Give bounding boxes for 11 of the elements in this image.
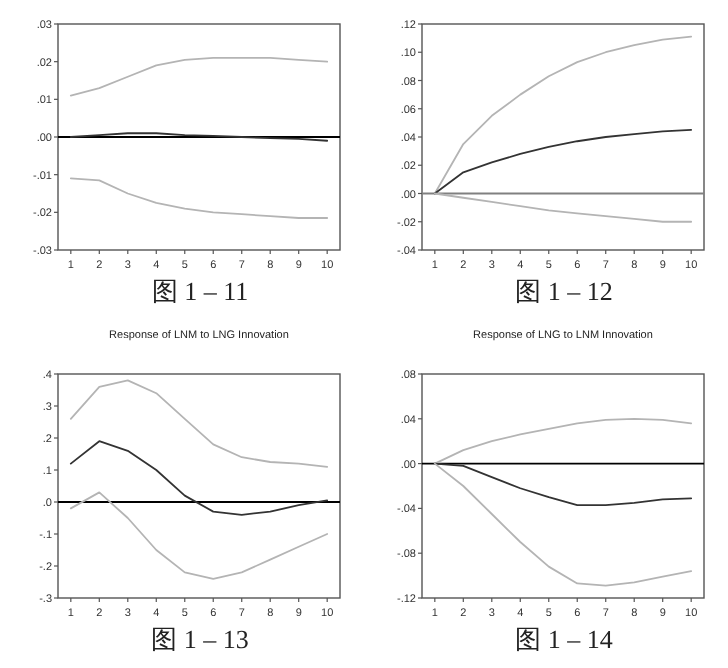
line-series xyxy=(69,491,329,580)
line-series xyxy=(69,177,329,219)
caption: 图 1 – 13 xyxy=(151,624,249,654)
caption: 图 1 – 12 xyxy=(515,276,613,306)
line-series xyxy=(69,57,329,97)
caption: 图 1 – 11 xyxy=(151,276,249,306)
line-series xyxy=(433,129,693,195)
caption: 图 1 – 14 xyxy=(515,624,614,654)
line-series xyxy=(69,379,329,468)
line-series xyxy=(433,462,693,506)
line-series xyxy=(69,440,329,516)
